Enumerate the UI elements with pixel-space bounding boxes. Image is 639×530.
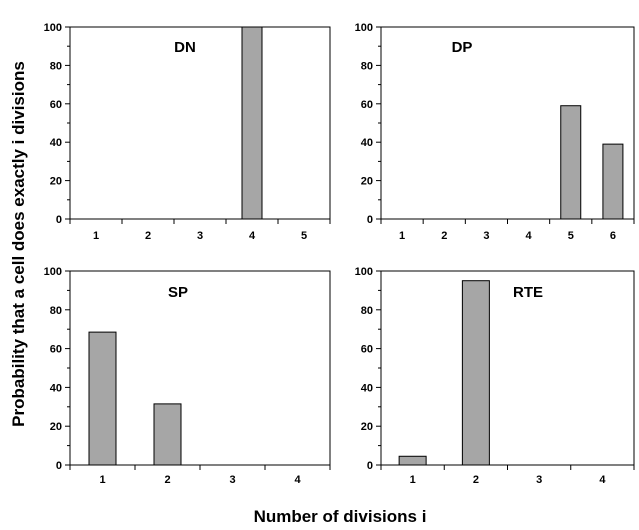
bar-sp-1	[88, 331, 117, 466]
y-tick-label: 40	[361, 137, 373, 149]
y-tick-label: 60	[361, 344, 373, 356]
x-tick-label: 3	[536, 474, 542, 486]
y-tick-label: 0	[56, 460, 62, 472]
x-tick-label: 5	[301, 230, 307, 242]
bar-sp-2	[153, 403, 182, 466]
x-tick-label: 4	[294, 474, 301, 486]
y-tick-label: 60	[50, 344, 62, 356]
y-tick-label: 0	[56, 214, 62, 226]
y-tick-label: 20	[50, 176, 62, 188]
plot-frame	[380, 26, 635, 220]
x-axis-title: Number of divisions i	[254, 507, 427, 526]
y-axis-title: Probability that a cell does exactly i d…	[9, 61, 28, 427]
panel-title: DP	[452, 39, 473, 56]
y-tick-label: 0	[367, 214, 373, 226]
y-tick-label: 80	[50, 305, 62, 317]
x-tick-label: 1	[399, 230, 405, 242]
chart-panel-dp: 0 20 40 60 80 100 1 2 3 4 5 6 DP	[355, 22, 635, 242]
bar-dp-5	[560, 105, 582, 220]
y-tick-label: 100	[44, 22, 62, 34]
x-tick-label: 4	[249, 230, 256, 242]
y-tick-label: 20	[50, 421, 62, 433]
y-tick-label: 40	[50, 137, 62, 149]
x-tick-label: 5	[568, 230, 574, 242]
x-tick-label: 1	[410, 474, 416, 486]
x-tick-label: 3	[483, 230, 489, 242]
y-tick-label: 40	[361, 382, 373, 394]
x-tick-label: 3	[197, 230, 203, 242]
bar-dn-4	[241, 26, 263, 220]
panel-title: SP	[168, 284, 188, 301]
y-tick-label: 100	[355, 266, 373, 278]
bar-dp-6	[602, 143, 624, 220]
x-tick-label: 6	[610, 230, 616, 242]
y-tick-label: 20	[361, 421, 373, 433]
x-tick-label: 4	[526, 230, 533, 242]
x-tick-label: 4	[599, 474, 606, 486]
y-tick-label: 40	[50, 382, 62, 394]
chart-panel-sp: 0 20 40 60 80 100 1 2 3 4 SP	[44, 266, 331, 486]
chart-panel-dn: 0 20 40 60 80 100 1 2 3 4 5 DN	[44, 22, 331, 242]
x-tick-label: 2	[473, 474, 479, 486]
plot-frame	[380, 270, 635, 466]
chart-panel-rte: 0 20 40 60 80 100 1 2 3 4 RTE	[355, 266, 635, 486]
x-tick-label: 1	[99, 474, 105, 486]
y-tick-label: 80	[361, 305, 373, 317]
bar-rte-2	[461, 280, 490, 466]
plot-frame	[69, 26, 331, 220]
y-tick-label: 100	[44, 266, 62, 278]
bar-rte-1	[398, 455, 427, 466]
y-tick-label: 20	[361, 176, 373, 188]
panel-title: DN	[174, 39, 196, 56]
panel-title: RTE	[513, 284, 543, 301]
y-tick-label: 60	[361, 99, 373, 111]
x-tick-label: 2	[145, 230, 151, 242]
x-tick-label: 2	[164, 474, 170, 486]
x-tick-label: 2	[441, 230, 447, 242]
y-tick-label: 80	[50, 60, 62, 72]
x-tick-label: 1	[93, 230, 99, 242]
x-tick-label: 3	[229, 474, 235, 486]
y-tick-label: 80	[361, 60, 373, 72]
y-tick-label: 100	[355, 22, 373, 34]
y-tick-label: 60	[50, 99, 62, 111]
y-tick-label: 0	[367, 460, 373, 472]
